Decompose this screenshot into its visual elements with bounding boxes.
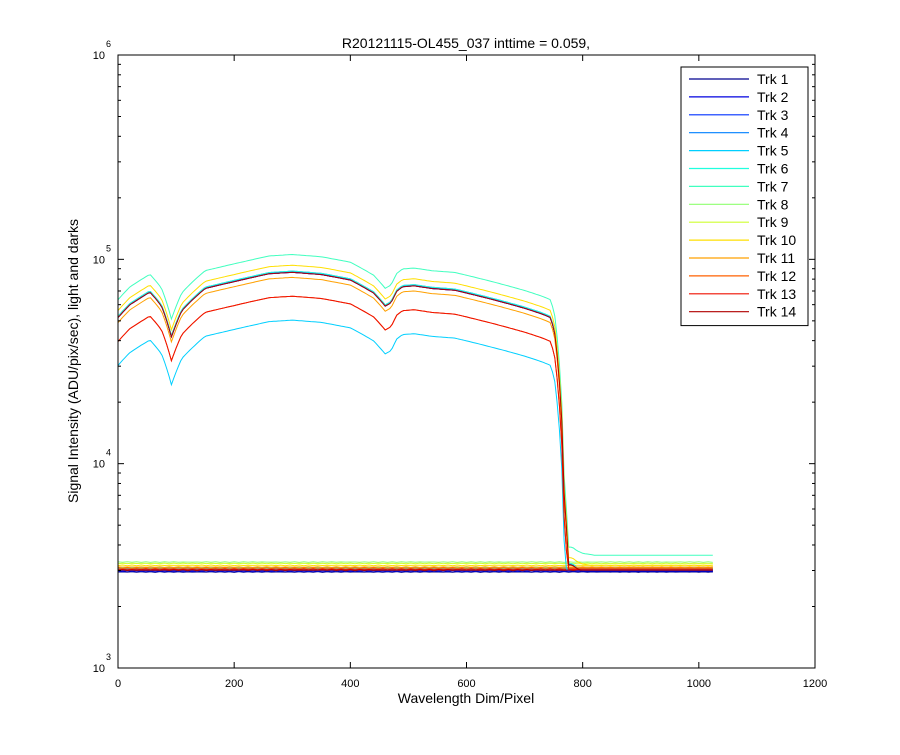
series-line-7 <box>118 253 713 556</box>
series-layer <box>118 253 713 573</box>
legend-label: Trk 10 <box>757 232 796 248</box>
legend-label: Trk 13 <box>757 286 796 302</box>
x-tick-label: 0 <box>115 678 121 690</box>
y-tick-exponent: 6 <box>106 39 111 49</box>
series-line-14 <box>118 271 713 571</box>
y-tick-exponent: 3 <box>106 652 111 662</box>
series-line-11 <box>118 276 713 568</box>
y-tick-exponent: 5 <box>106 243 111 253</box>
x-tick-label: 800 <box>573 678 591 690</box>
x-axis-ticks: 0 200 400 600 800 1000 1200 <box>115 55 827 690</box>
y-tick-exponent: 4 <box>106 448 111 458</box>
y-tick-label: 10 <box>93 254 105 266</box>
y-tick-label: 10 <box>93 663 105 675</box>
legend-label: Trk 3 <box>757 107 789 123</box>
x-axis-label: Wavelength Dim/Pixel <box>398 690 534 706</box>
legend-label: Trk 1 <box>757 71 789 87</box>
legend-box <box>680 66 809 327</box>
legend-label: Trk 7 <box>757 178 789 194</box>
chart-title: R20121115-OL455_037 inttime = 0.059, <box>342 35 590 51</box>
legend-label: Trk 9 <box>757 214 789 230</box>
legend-label: Trk 14 <box>757 304 796 320</box>
x-tick-label: 600 <box>457 678 475 690</box>
series-line-10 <box>118 264 713 566</box>
dark-series-line-9 <box>118 562 713 565</box>
y-axis-label: Signal Intensity (ADU/pix/sec), light an… <box>65 219 81 503</box>
series-line-13 <box>118 295 713 570</box>
y-tick-label: 10 <box>93 459 105 471</box>
x-tick-label: 1000 <box>687 678 711 690</box>
dark-series-line-8 <box>118 561 713 563</box>
x-tick-label: 200 <box>225 678 243 690</box>
legend-label: Trk 8 <box>757 196 789 212</box>
legend-label: Trk 6 <box>757 161 789 177</box>
y-tick-label: 10 <box>93 50 105 62</box>
legend-label: Trk 4 <box>757 125 789 141</box>
legend-label: Trk 5 <box>757 143 789 159</box>
legend-label: Trk 11 <box>757 250 795 266</box>
x-tick-label: 1200 <box>803 678 827 690</box>
x-tick-label: 400 <box>341 678 359 690</box>
legend-label: Trk 2 <box>757 89 789 105</box>
legend-label: Trk 12 <box>757 268 796 284</box>
